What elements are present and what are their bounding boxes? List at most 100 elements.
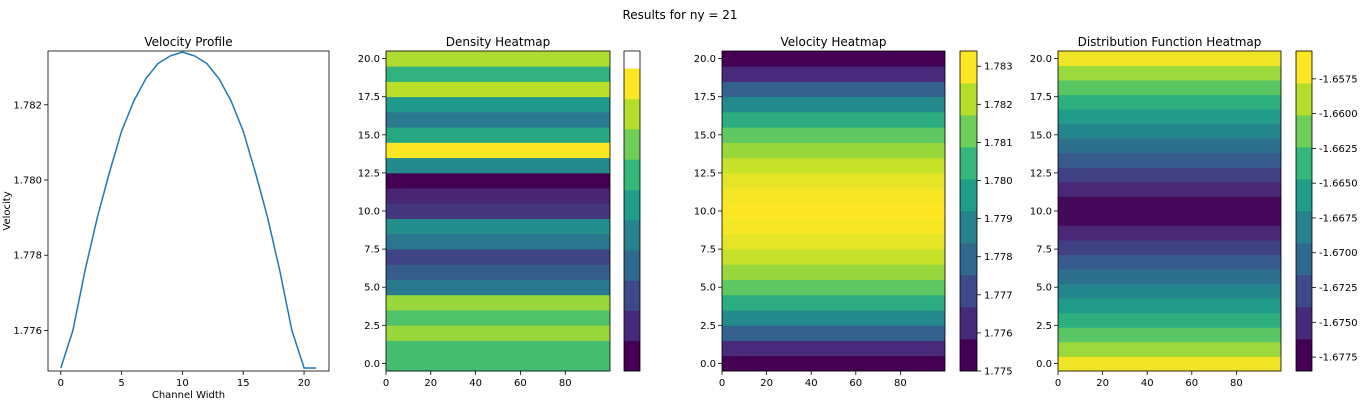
y-tick-label: 10.0	[358, 207, 380, 218]
heatmap-row	[386, 81, 610, 98]
heatmap-row	[722, 355, 945, 372]
colorbar-segment	[960, 51, 977, 84]
heatmap-row	[1058, 123, 1281, 139]
y-tick-label: 0.0	[364, 359, 380, 370]
heatmap-row	[722, 340, 945, 357]
y-tick-label: 2.5	[700, 321, 716, 332]
colorbar-segment	[960, 179, 977, 212]
heatmap-row	[1058, 269, 1281, 285]
y-tick-label: 17.5	[1030, 92, 1052, 103]
heatmap-row	[386, 111, 610, 128]
heatmap-row	[1058, 327, 1281, 343]
x-tick-label: 80	[1230, 378, 1243, 389]
chart-title: Distribution Function Heatmap	[1078, 35, 1262, 49]
colorbar-segment	[960, 211, 977, 244]
colorbar-tick-label: -1.6675	[1319, 213, 1358, 224]
distribution-function-heatmap-chart: Distribution Function Heatmap 0.0 2.5 5.0 7.…	[1030, 35, 1358, 389]
y-tick-label: 5.0	[364, 283, 380, 294]
heatmap-row	[722, 96, 945, 113]
x-tick-label: 5	[118, 378, 124, 389]
colorbar-tick-label: -1.6700	[1319, 248, 1358, 259]
x-tick-label: 80	[559, 378, 572, 389]
y-tick-label: 20.0	[358, 54, 380, 65]
heatmap-row	[722, 218, 945, 235]
y-tick-label: 15.0	[358, 130, 380, 141]
x-tick-label: 60	[1185, 378, 1198, 389]
heatmap-row	[722, 279, 945, 296]
heatmap-row	[722, 203, 945, 220]
colorbar-segment	[624, 250, 640, 281]
colorbar-segment	[624, 280, 640, 311]
colorbar-tick-label: -1.6600	[1319, 109, 1358, 120]
heatmap-row	[1058, 80, 1281, 96]
heatmap-row	[386, 249, 610, 265]
colorbar-segment	[624, 159, 640, 190]
colorbar-tick-label: 1.776	[984, 328, 1013, 339]
chart-title: Velocity Heatmap	[780, 35, 886, 49]
colorbar-segment	[1296, 83, 1312, 116]
x-tick-label: 80	[894, 378, 907, 389]
colorbar-segment	[624, 189, 640, 221]
colorbar-frame	[959, 50, 978, 372]
y-tick-label: 0.0	[700, 359, 716, 370]
heatmap-row	[386, 127, 610, 143]
heatmap-row	[386, 172, 610, 189]
colorbar-segment	[624, 51, 640, 69]
heatmap-row	[1058, 298, 1281, 314]
colorbar-segment	[960, 307, 977, 340]
heatmap-row	[386, 310, 610, 326]
heatmap-row	[722, 264, 945, 280]
heatmap-row	[722, 249, 945, 265]
y-tick-label: 15.0	[694, 130, 716, 141]
plot-frame	[47, 50, 330, 372]
x-tick-label: 0	[58, 378, 64, 389]
x-tick-label: 60	[514, 378, 527, 389]
x-tick-label: 0	[719, 378, 725, 389]
y-tick-label: 2.5	[364, 321, 380, 332]
y-tick-label: 0.0	[1036, 359, 1052, 370]
heatmap-row	[386, 279, 610, 296]
x-tick-label: 60	[849, 378, 862, 389]
colorbar-segment	[1296, 307, 1312, 340]
y-tick-label: 12.5	[694, 168, 716, 179]
heatmap-row	[386, 325, 610, 341]
heatmap-row	[1058, 341, 1281, 357]
heatmap-row	[722, 157, 945, 174]
y-tick-label: 10.0	[694, 207, 716, 218]
heatmap-row	[386, 188, 610, 204]
heatmap-row	[722, 66, 945, 82]
y-tick-label: 12.5	[358, 168, 380, 179]
colorbar-segment	[1296, 179, 1312, 212]
x-tick-label: 40	[469, 378, 482, 389]
heatmap-row	[386, 233, 610, 250]
colorbar-segment	[1296, 147, 1312, 180]
heatmap-row	[1058, 254, 1281, 270]
x-tick-label: 15	[237, 378, 250, 389]
y-tick-label: 1.776	[13, 326, 42, 337]
heatmap-row	[386, 157, 610, 174]
colorbar-tick-label: -1.6725	[1319, 283, 1358, 294]
heatmap-row	[722, 325, 945, 341]
colorbar-segment	[624, 340, 640, 372]
heatmap-row	[722, 310, 945, 326]
y-tick-label: 17.5	[358, 92, 380, 103]
heatmap-row	[1058, 167, 1281, 183]
heatmap-row	[1058, 181, 1281, 197]
chart-panels: Velocity Profile 1.776 1.778 1.780 1.782 0 5 10…	[2, 35, 1358, 401]
heatmap-row	[386, 142, 610, 159]
heatmap-row	[722, 233, 945, 250]
heatmap-row	[1058, 283, 1281, 299]
y-tick-label: 12.5	[1030, 168, 1052, 179]
x-tick-label: 20	[760, 378, 773, 389]
density-heatmap-chart: Density Heatmap 0.0 2.5 5.0 7.5 10.0 12.5 15.0 1…	[358, 35, 641, 389]
heatmap-row	[1058, 196, 1281, 212]
velocity-profile-chart: Velocity Profile 1.776 1.778 1.780 1.782 0 5 10…	[2, 35, 330, 401]
heatmap-row	[1058, 152, 1281, 168]
heatmap-row	[386, 264, 610, 280]
colorbar-segment	[1296, 115, 1312, 148]
x-tick-label: 0	[1055, 378, 1061, 389]
heatmap-row	[386, 355, 610, 372]
colorbar-frame	[623, 50, 641, 372]
y-tick-label: 10.0	[1030, 207, 1052, 218]
heatmap-row	[386, 294, 610, 311]
